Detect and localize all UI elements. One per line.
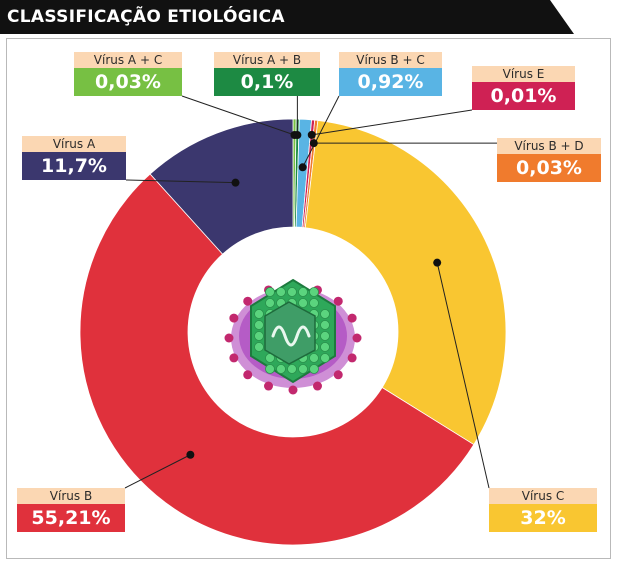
slice-value: 0,01% (472, 82, 575, 110)
chart-frame (6, 38, 611, 559)
slice-value: 0,1% (214, 68, 320, 96)
slice-label: Vírus A (22, 136, 126, 152)
anchor-dot (309, 139, 318, 148)
leader-line (125, 179, 236, 184)
slice-value: 11,7% (22, 152, 126, 180)
leader-line (302, 95, 340, 168)
slice-value: 32% (489, 504, 597, 532)
slice-label: Vírus A + B (214, 52, 320, 68)
slice-value: 0,92% (339, 68, 442, 96)
slice-value: 0,03% (497, 154, 601, 182)
slice-v-rus-a (149, 118, 294, 255)
anchor-dot (433, 258, 442, 267)
slice-label: Vírus C (489, 488, 597, 504)
slice-label: Vírus B + C (339, 52, 442, 68)
callout-v-rus-b-c: Vírus B + C 0,92% (339, 52, 442, 96)
anchor-dot (307, 130, 316, 139)
slice-label: Vírus A + C (74, 52, 182, 68)
slice-label: Vírus E (472, 66, 575, 82)
header-bar (0, 0, 574, 34)
virus-illustration-icon (224, 278, 362, 395)
callout-v-rus-b-d: Vírus B + D 0,03% (497, 138, 601, 182)
leader-line (311, 109, 473, 136)
callout-v-rus-a-b: Vírus A + B 0,1% (214, 52, 320, 96)
page-title: CLASSIFICAÇÃO ETIOLÓGICA (7, 7, 285, 27)
leader-line (436, 262, 490, 489)
slice-label: Vírus B + D (497, 138, 601, 154)
callout-v-rus-a-c: Vírus A + C 0,03% (74, 52, 182, 96)
slice-value: 55,21% (17, 504, 125, 532)
slice-v-rus-c (304, 120, 507, 446)
anchor-dot (293, 131, 302, 140)
leader-line (124, 454, 191, 489)
callout-v-rus-b: Vírus B 55,21% (17, 488, 125, 532)
anchor-dot (298, 163, 307, 172)
slice-label: Vírus B (17, 488, 125, 504)
leader-line (181, 95, 295, 136)
callout-v-rus-e: Vírus E 0,01% (472, 66, 575, 110)
anchor-dot (186, 450, 195, 459)
anchor-dot (231, 178, 240, 187)
callout-v-rus-c: Vírus C 32% (489, 488, 597, 532)
slice-v-rus-b (79, 173, 475, 546)
slice-value: 0,03% (74, 68, 182, 96)
callout-v-rus-a: Vírus A 11,7% (22, 136, 126, 180)
